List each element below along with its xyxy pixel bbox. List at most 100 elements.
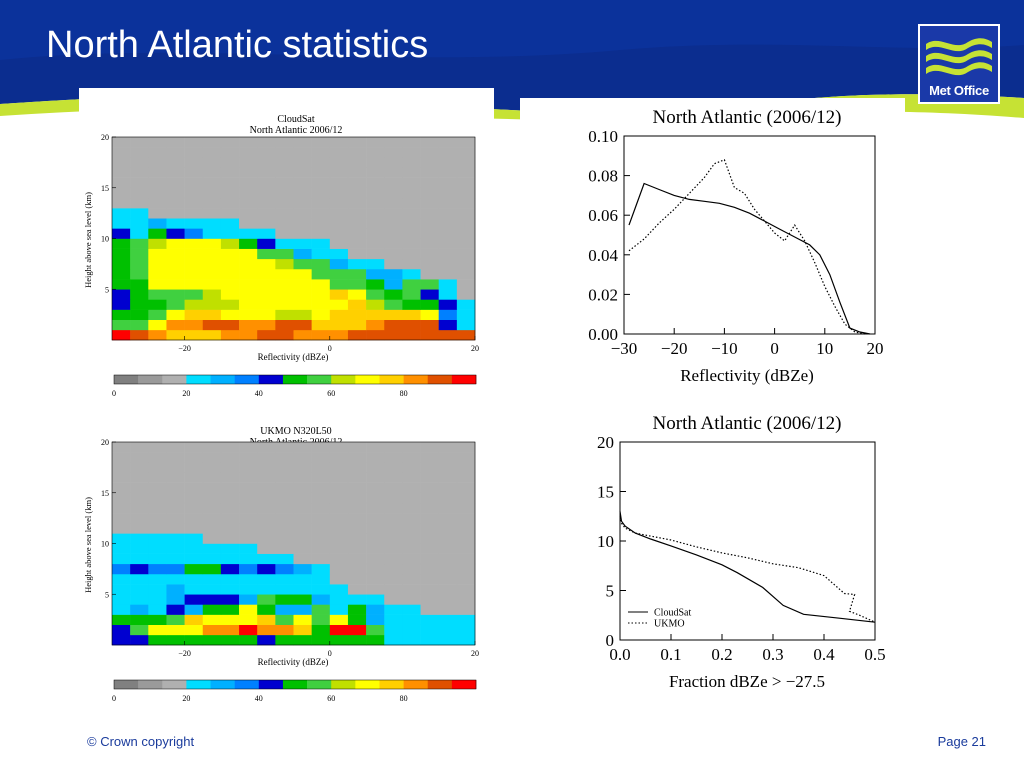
heatmap-cell	[347, 634, 367, 646]
heatmap-cell	[438, 584, 458, 595]
heatmap-cell	[420, 299, 439, 310]
colorbar-tick-label: 80	[400, 389, 408, 398]
heatmap-cell	[130, 452, 149, 463]
heatmap-cell	[275, 523, 294, 534]
heatmap-cell	[148, 258, 167, 270]
heatmap-cell	[311, 472, 331, 483]
heatmap-cell	[220, 452, 240, 463]
heatmap-cell	[220, 228, 240, 239]
heatmap-cell	[239, 167, 258, 178]
colorbar-swatch	[234, 375, 260, 384]
heatmap-cell	[456, 218, 476, 229]
heatmap-cell	[130, 513, 149, 524]
y-tick-label: 0.10	[588, 127, 618, 146]
heatmap-cell	[456, 553, 476, 565]
heatmap-cell	[293, 167, 312, 178]
heatmap-cell	[184, 197, 204, 209]
heatmap-cell	[257, 472, 276, 483]
heatmap-cell	[329, 513, 349, 524]
heatmap-cell	[456, 573, 476, 585]
heatmap-cell	[438, 482, 458, 494]
heatmap-cell	[456, 594, 476, 605]
heatmap-cell	[438, 604, 458, 615]
heatmap-cell	[456, 177, 476, 189]
heatmap-cell	[184, 573, 204, 585]
heatmap-cell	[366, 268, 385, 280]
heatmap-cell	[329, 147, 349, 158]
heatmap-cell	[329, 634, 349, 646]
heatmap-cell	[275, 208, 294, 219]
heatmap-cell	[384, 573, 403, 585]
heatmap-cell	[148, 604, 167, 615]
heatmap-cell	[220, 218, 240, 229]
heatmap-cell	[329, 452, 349, 463]
heatmap-cell	[275, 634, 294, 646]
heatmap-cell	[311, 137, 331, 148]
heatmap-cell	[366, 309, 385, 320]
reflectivity-distribution-plot: North Atlantic (2006/12) −30 −20 −10 0 10 20 0…	[588, 107, 883, 385]
heatmap-cell	[275, 157, 294, 168]
heatmap-cell	[293, 614, 312, 625]
heatmap-cell	[366, 167, 385, 178]
heatmap-cell	[275, 258, 294, 270]
heatmap-cell	[202, 279, 222, 290]
heatmap-cell	[293, 299, 312, 310]
x-tick-label: 20	[867, 339, 884, 358]
heatmap-cell	[166, 167, 185, 178]
heatmap-cell	[438, 624, 458, 636]
heatmap-cell	[293, 472, 312, 483]
heatmap-cell	[130, 594, 149, 605]
heatmap-cell	[293, 513, 312, 524]
colorbar-swatch	[451, 680, 477, 689]
heatmap-cell	[166, 157, 185, 168]
plot-ticks: −30 −20 −10 0 10 20 0.00 0.02 0.04 0.06 0.08 0.10	[588, 127, 883, 358]
heatmap-cell	[148, 147, 167, 158]
heatmap-cell	[239, 177, 258, 189]
heatmap-cell	[202, 167, 222, 178]
heatmap-cell	[347, 502, 367, 514]
heatmap-cell	[148, 157, 167, 168]
heatmap-cell	[257, 289, 276, 300]
heatmap-cell	[130, 553, 149, 565]
heatmap-cell	[402, 218, 421, 229]
heatmap-cell	[456, 543, 476, 554]
heatmap-cell	[329, 187, 349, 199]
heatmap-cell	[402, 187, 421, 199]
heatmap-cell	[456, 167, 476, 178]
heatmap-cells	[112, 442, 476, 646]
heatmap-cell	[130, 268, 149, 280]
heatmap-cell	[130, 309, 149, 320]
heatmap-cell	[202, 502, 222, 514]
heatmap-cell	[275, 472, 294, 483]
heatmap-cell	[456, 492, 476, 504]
heatmap-cell	[347, 594, 367, 605]
heatmap-cell	[220, 157, 240, 168]
heatmap-cell	[148, 218, 167, 229]
heatmap-cell	[166, 573, 185, 585]
heatmap-cell	[239, 228, 258, 239]
series-line-dotted	[619, 516, 876, 623]
heatmap-cell	[220, 258, 240, 270]
heatmap-cell	[311, 279, 331, 290]
colorbar-swatch	[210, 375, 235, 384]
heatmap-cell	[184, 137, 204, 148]
heatmap-cell	[220, 472, 240, 483]
plot-title: North Atlantic (2006/12)	[653, 107, 842, 128]
heatmap-cell	[402, 634, 421, 646]
heatmap-cell	[275, 279, 294, 290]
heatmap-cell	[184, 329, 204, 341]
heatmap-cell	[311, 634, 331, 646]
heatmap-cell	[112, 289, 131, 300]
heatmap-cell	[420, 167, 439, 178]
heatmap-cell	[329, 624, 349, 636]
heatmap-cell	[202, 584, 222, 595]
line-plot-panel: North Atlantic (2006/12) −30 −20 −10 0 10 20 0…	[520, 98, 905, 698]
heatmap-cell	[402, 289, 421, 300]
heatmap-cell	[202, 268, 222, 280]
wave-logo-icon	[926, 38, 992, 76]
x-tick-label: −20	[178, 649, 191, 658]
heatmap-cell	[456, 452, 476, 463]
heatmap-cell	[275, 543, 294, 554]
heatmap-cell	[112, 533, 131, 544]
